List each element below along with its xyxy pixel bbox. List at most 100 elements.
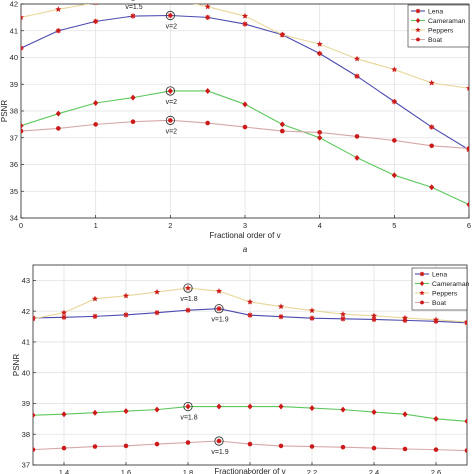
data-point xyxy=(317,130,322,135)
x-tick-label: 0 xyxy=(19,221,23,230)
data-point xyxy=(463,318,467,325)
data-point xyxy=(466,146,469,151)
data-point-stroke xyxy=(21,47,24,51)
legend-marker xyxy=(415,8,421,14)
data-point-core xyxy=(94,20,97,23)
data-point xyxy=(247,312,253,318)
data-point xyxy=(21,45,24,51)
y-tick-label: 35 xyxy=(10,187,18,196)
y-tick-label: 38 xyxy=(22,430,30,439)
y-tick-label: 37 xyxy=(10,133,18,142)
data-point xyxy=(247,403,253,410)
legend: Lena Cameraman Peppers Boat xyxy=(411,267,470,311)
y-tick-label: 42 xyxy=(10,0,18,9)
data-point xyxy=(429,124,435,130)
data-point xyxy=(316,40,323,47)
x-tick-label: 2 xyxy=(168,221,172,230)
x-axis-label: Fractional order of v xyxy=(209,231,280,240)
data-point xyxy=(317,50,323,57)
data-point xyxy=(33,447,36,452)
x-tick-label: 6 xyxy=(467,221,471,230)
data-point-core xyxy=(341,317,345,321)
y-tick-label: 40 xyxy=(22,368,30,377)
data-point xyxy=(277,303,285,310)
data-point xyxy=(429,143,434,149)
y-tick-label: 37 xyxy=(22,461,30,470)
y-tick-label: 40 xyxy=(10,53,18,62)
data-point xyxy=(154,310,160,316)
series-peppers xyxy=(33,284,467,325)
data-point xyxy=(428,79,435,86)
legend-item: Lena xyxy=(411,9,443,16)
series-peppers xyxy=(21,4,469,91)
legend-marker xyxy=(415,17,421,24)
data-point-core xyxy=(93,315,97,318)
data-point xyxy=(242,101,248,108)
y-tick-label: 41 xyxy=(22,338,30,347)
legend-item: Lena xyxy=(415,272,447,279)
data-point xyxy=(130,119,136,124)
x-tick-label: 1.6 xyxy=(121,468,131,474)
legend-marker xyxy=(415,27,421,33)
data-point xyxy=(61,445,67,451)
y-tick-label: 36 xyxy=(10,160,18,169)
data-point xyxy=(432,316,440,323)
data-point xyxy=(91,295,99,302)
data-point xyxy=(185,440,191,445)
x-axis-label: Fractional order of v xyxy=(214,467,285,474)
x-tick-label: 1.4 xyxy=(59,468,69,474)
data-point xyxy=(167,87,173,94)
data-point xyxy=(433,415,439,422)
y-tick-label: 39 xyxy=(10,80,18,89)
data-point xyxy=(55,110,61,117)
data-point xyxy=(308,307,316,314)
data-point xyxy=(371,445,377,451)
legend-item: Peppers xyxy=(415,290,458,298)
data-point xyxy=(339,311,347,317)
data-point xyxy=(242,124,248,130)
data-point-core xyxy=(217,307,221,310)
data-point xyxy=(122,292,130,299)
data-point xyxy=(354,73,360,79)
data-point xyxy=(92,444,98,449)
y-tick-label: 42 xyxy=(22,307,30,316)
data-point xyxy=(55,6,62,12)
highlight-ring xyxy=(214,304,224,314)
data-point xyxy=(216,438,222,444)
data-point xyxy=(401,314,409,321)
data-point xyxy=(185,403,191,410)
data-point xyxy=(168,118,173,123)
data-point xyxy=(241,12,249,19)
chart-panel-b: 1.4 1.6 1.8 2 2.2 2.4 2.6 37 38 39 40 41 42 43 Fractio… xyxy=(12,264,470,474)
data-point xyxy=(242,21,248,27)
annotation-label: v=1.5 xyxy=(125,4,142,11)
data-point-core xyxy=(279,315,283,318)
legend-label: Lena xyxy=(428,9,443,16)
data-point xyxy=(309,315,315,321)
x-tick-label: 2 xyxy=(248,468,252,474)
data-point xyxy=(154,441,160,447)
y-tick-label: 43 xyxy=(22,276,30,285)
highlight-ring xyxy=(165,10,175,21)
y-axis-label: PSNR xyxy=(0,100,9,122)
data-point xyxy=(93,18,99,24)
data-point xyxy=(204,4,211,10)
data-point xyxy=(278,403,284,410)
data-point-core xyxy=(21,46,23,50)
data-point-stroke xyxy=(21,45,24,49)
data-point xyxy=(216,403,222,410)
data-point xyxy=(309,444,315,449)
data-point xyxy=(130,94,136,101)
data-point xyxy=(354,134,360,139)
x-tick-label: 3 xyxy=(243,221,247,230)
data-point xyxy=(279,31,286,38)
data-point xyxy=(433,447,439,452)
data-point xyxy=(56,126,61,131)
data-point xyxy=(280,128,285,134)
series-cameraman xyxy=(21,87,469,208)
data-point xyxy=(464,448,467,453)
data-point xyxy=(167,12,173,19)
x-tick-label: 1.8 xyxy=(183,468,193,474)
